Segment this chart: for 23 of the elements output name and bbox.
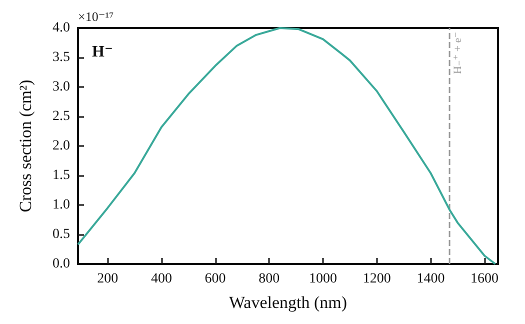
x-tick-label: 1000 — [309, 272, 337, 286]
x-tick-label: 800 — [258, 272, 280, 286]
annotation: H⁻ — [92, 44, 113, 60]
x-tick-label: 1400 — [416, 272, 445, 286]
x-axis-title: Wavelength (nm) — [228, 293, 348, 312]
line-series — [77, 27, 496, 265]
y-tick-label: 1.0 — [52, 198, 70, 212]
x-tick-label: 1600 — [470, 272, 499, 286]
x-tick-label: 400 — [150, 272, 172, 286]
y-tick-label: 4.0 — [52, 20, 70, 36]
x-tick-label: 600 — [204, 272, 226, 286]
y-tick-label: 1.5 — [52, 168, 70, 183]
x-tick-label: 1200 — [362, 272, 391, 286]
ref-line-label: H₋⁺ + e⁻ — [452, 32, 464, 74]
y-tick-label: 3.0 — [52, 80, 70, 94]
y-tick-label: 0.5 — [52, 227, 70, 242]
x-tick-label: 200 — [97, 272, 118, 286]
y-tick-label: 0.0 — [52, 256, 70, 272]
y-tick-label: 2.5 — [52, 109, 70, 124]
y-tick-label: 3.5 — [52, 50, 70, 65]
y-tick-label: 2.0 — [52, 138, 70, 154]
y-axis-title: Cross section (cm²) — [16, 80, 35, 212]
text: ×10⁻¹⁷ — [78, 9, 114, 24]
